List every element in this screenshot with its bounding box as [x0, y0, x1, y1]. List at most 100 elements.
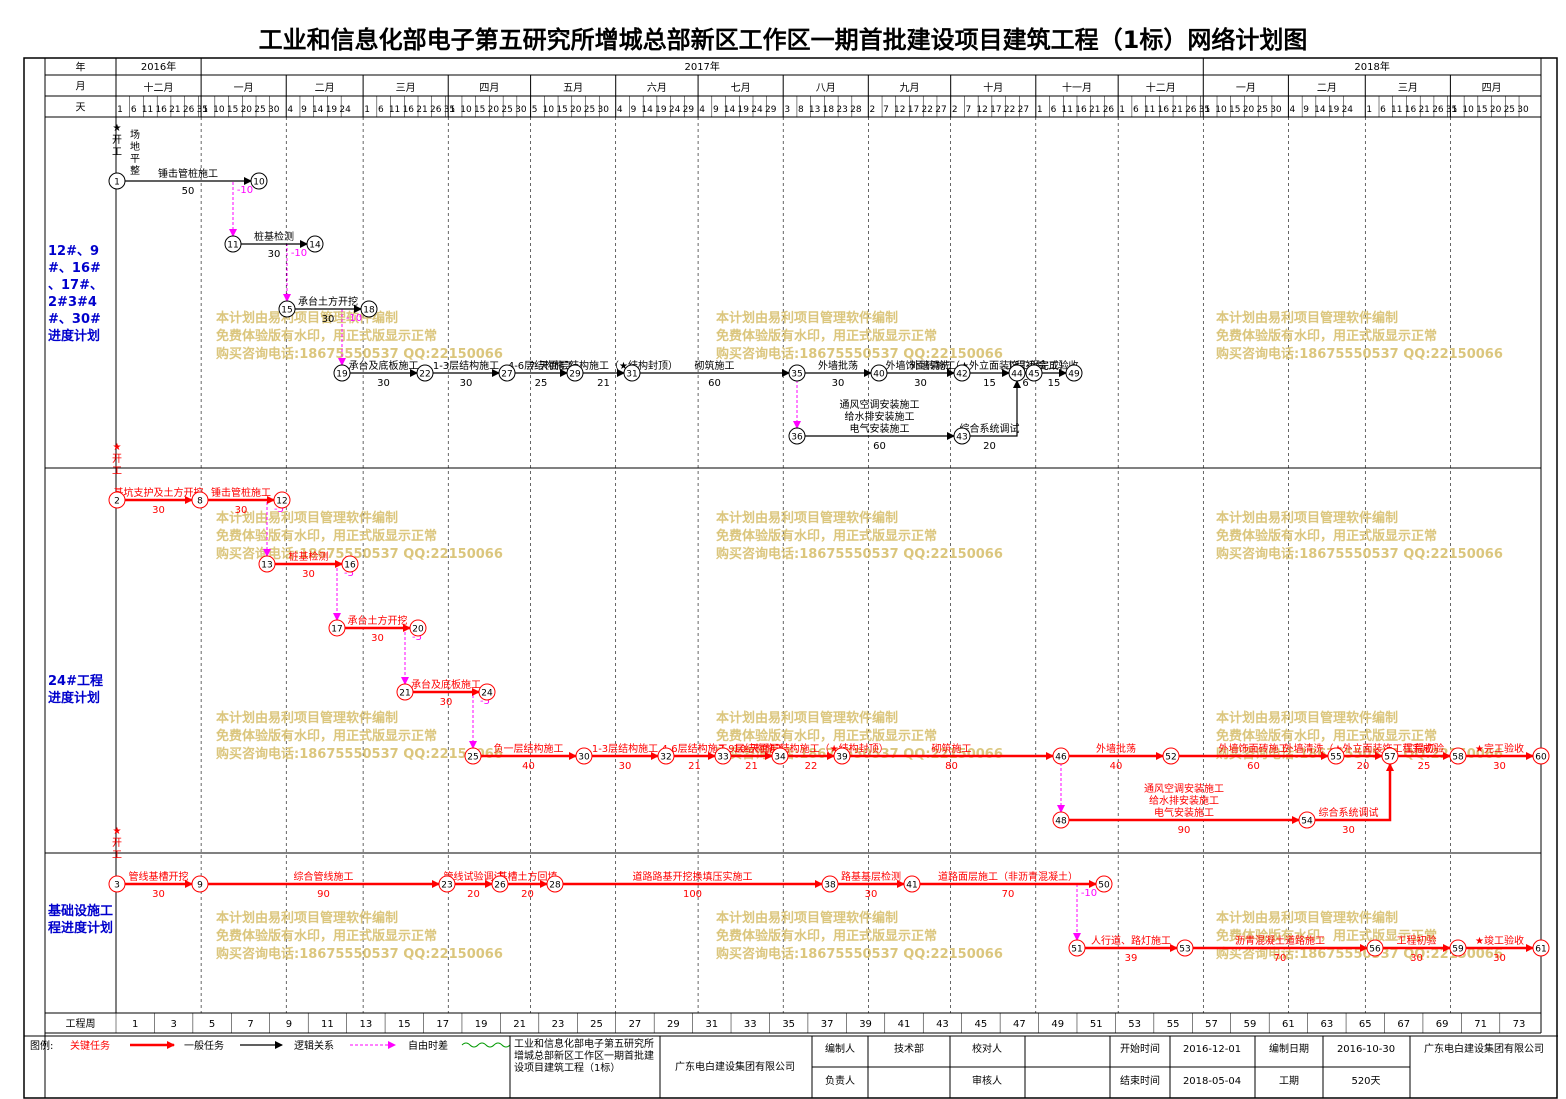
node: 11	[224, 235, 242, 253]
node-circle	[1162, 747, 1180, 765]
node: 23	[438, 875, 456, 893]
node: 46	[1052, 747, 1070, 765]
watermark-text: 购买咨询电话:18675550537 QQ:22150066	[1216, 546, 1503, 562]
task-name: 锤击管桩施工	[211, 486, 271, 499]
day-label: 1	[364, 105, 370, 115]
task-duration: 30	[1493, 761, 1506, 772]
day-label: 24	[339, 105, 351, 115]
duration-label: 工期	[1279, 1075, 1299, 1087]
week-label: 31	[705, 1019, 718, 1030]
node: 19	[333, 364, 351, 382]
node-circle	[1068, 939, 1086, 957]
task-duration: 21	[597, 378, 610, 389]
node-number: 45	[1028, 370, 1039, 380]
task-duration: 30	[832, 378, 845, 389]
end-label-text: 结束时间	[1120, 1074, 1160, 1087]
week-label: 47	[1013, 1019, 1026, 1030]
day-label: 25	[1504, 105, 1515, 115]
task-duration: 25	[1418, 761, 1431, 772]
day-label: 30	[268, 105, 280, 115]
day-label: 4	[287, 105, 293, 115]
day-label: 29	[765, 105, 777, 115]
week-label: 17	[436, 1019, 449, 1030]
task-duration: 20	[467, 889, 480, 900]
node: 1	[108, 172, 126, 190]
task-name: 综合管线施工	[294, 870, 354, 883]
node-number: 28	[549, 881, 561, 891]
node: 29	[566, 364, 584, 382]
node-circle	[833, 747, 851, 765]
node: 58	[1449, 747, 1467, 765]
lag-label: -10	[291, 248, 307, 259]
watermark-text: 购买咨询电话:18675550537 QQ:22150066	[1216, 346, 1503, 362]
node: 14	[306, 235, 324, 253]
day-label: 16	[155, 105, 167, 115]
week-label: 61	[1282, 1019, 1295, 1030]
task-duration: 30	[371, 633, 384, 644]
watermark-text: 本计划由易利项目管理软件编制	[716, 910, 898, 926]
node: 32	[657, 747, 675, 765]
task-duration: 40	[522, 761, 535, 772]
start-label: 工	[112, 850, 122, 861]
node-circle	[438, 875, 456, 893]
day-label: 27	[1018, 105, 1029, 115]
node-number: 35	[791, 370, 802, 380]
task-name: 4-6层结构施工	[661, 742, 727, 755]
node: 26	[491, 875, 509, 893]
week-label: 71	[1474, 1019, 1487, 1030]
node-circle	[771, 747, 789, 765]
week-label: 35	[782, 1019, 795, 1030]
node-circle	[191, 491, 209, 509]
note-text: 地	[130, 140, 140, 153]
week-label: 5	[209, 1019, 215, 1030]
node-number: 41	[906, 881, 917, 891]
week-label: 21	[513, 1019, 526, 1030]
day-label: 5	[1452, 105, 1458, 115]
week-label: 1	[132, 1019, 138, 1030]
day-label: 29	[683, 105, 695, 115]
watermark-text: 购买咨询电话:18675550537 QQ:22150066	[216, 946, 503, 962]
month-label: 九月	[899, 82, 919, 94]
node: 13	[258, 555, 276, 573]
node-circle	[1449, 939, 1467, 957]
day-label: 15	[556, 105, 567, 115]
compile-date-value: 2016-10-30	[1337, 1044, 1395, 1055]
node: 42	[953, 364, 971, 382]
watermark-text: 购买咨询电话:18675550537 QQ:22150066	[1216, 746, 1503, 762]
node-circle	[191, 875, 209, 893]
section-label: #、16#	[48, 261, 101, 276]
week-label: 37	[821, 1019, 834, 1030]
outer-frame	[23, 57, 1558, 1099]
day-label: 20	[1243, 105, 1255, 115]
node-circle	[273, 491, 291, 509]
day-label: 31	[197, 105, 208, 115]
section-label: 2#3#4	[48, 295, 97, 310]
duration-value: 520天	[1351, 1076, 1380, 1087]
start-label: 开	[112, 454, 122, 465]
week-label: 63	[1320, 1019, 1333, 1030]
day-label: 7	[966, 105, 972, 115]
node-circle	[360, 300, 378, 318]
node-number: 14	[309, 241, 321, 251]
day-label: 25	[254, 105, 265, 115]
month-label: 一月	[1236, 82, 1256, 94]
week-label: 9	[286, 1019, 292, 1030]
day-label: 16	[1075, 105, 1087, 115]
node-circle	[396, 683, 414, 701]
task-duration: 60	[1247, 761, 1260, 772]
task-duration: 30	[1342, 825, 1355, 836]
node-circle	[464, 747, 482, 765]
header-row-label: 月	[76, 81, 86, 93]
month-label: 二月	[1317, 82, 1337, 94]
node: 28	[546, 875, 564, 893]
task-name: 外墙饰面砖施工	[1219, 742, 1289, 755]
node: 56	[1366, 939, 1384, 957]
watermark-text: 本计划由易利项目管理软件编制	[216, 910, 398, 926]
task-duration: 39	[1125, 953, 1138, 964]
task-duration: 21	[688, 761, 701, 772]
year-label: 2017年	[684, 60, 719, 73]
task-name: 通风空调安装施工	[840, 398, 920, 411]
day-label: 14	[724, 105, 736, 115]
node-circle	[903, 875, 921, 893]
node-circle	[575, 747, 593, 765]
